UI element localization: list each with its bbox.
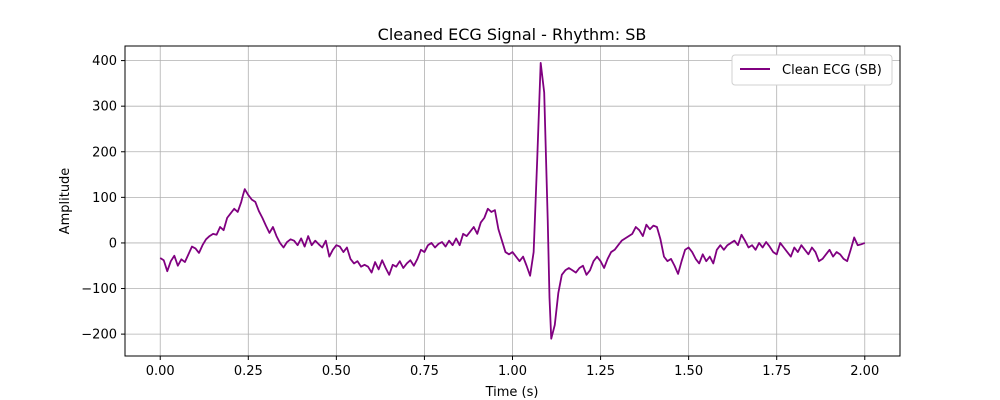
plot-area [159,61,866,340]
y-tick-label: 400 [92,54,117,69]
y-tick-label: 300 [92,100,117,115]
x-tick-label: 1.50 [674,364,703,379]
y-tick-label: −200 [81,328,117,343]
grid [125,46,900,356]
x-tick-label: 1.75 [762,364,791,379]
y-tick-label: 200 [92,145,117,160]
legend: Clean ECG (SB) [731,54,893,86]
legend-box [731,54,893,86]
x-tick-label: 1.00 [498,364,527,379]
legend-label: Clean ECG (SB) [782,63,882,78]
x-tick-label: 0.50 [322,364,351,379]
x-tick-label: 0.00 [146,364,175,379]
x-axis-label: Time (s) [485,385,539,400]
x-axis: 0.00 0.25 0.50 0.75 1.00 1.25 1.50 1.75 2.00 [146,356,879,379]
y-tick-label: 100 [92,191,117,206]
y-axis: −200 −100 0 100 200 300 400 [81,54,125,343]
ecg-series-line [159,61,866,340]
x-tick-label: 1.25 [586,364,615,379]
y-axis-label: Amplitude [58,168,73,235]
chart-title: Cleaned ECG Signal - Rhythm: SB [378,25,647,44]
x-tick-label: 2.00 [850,364,879,379]
x-tick-label: 0.25 [234,364,263,379]
y-tick-label: 0 [109,236,117,251]
x-tick-label: 0.75 [410,364,439,379]
y-tick-label: −100 [81,282,117,297]
